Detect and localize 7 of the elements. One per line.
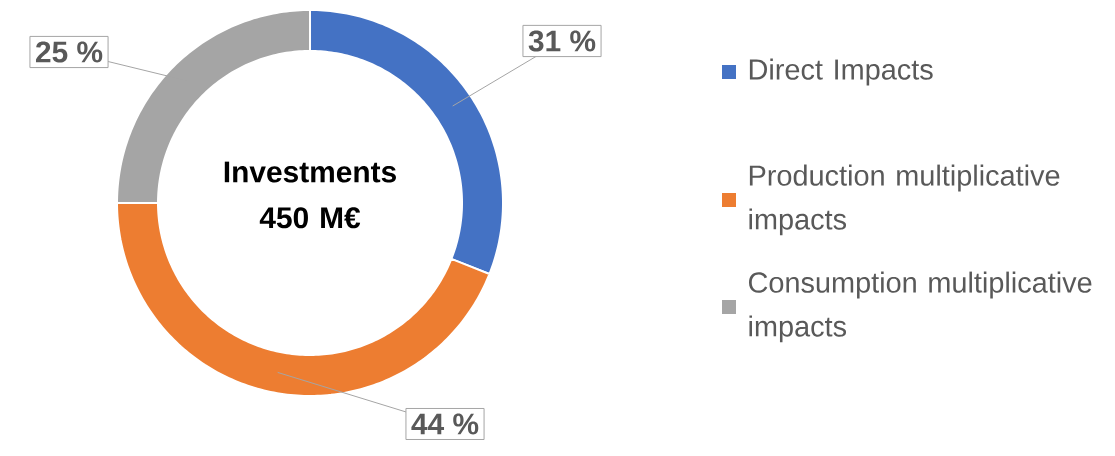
data-label: 44 % — [411, 413, 479, 435]
data-label: 31 % — [528, 30, 596, 52]
data-label: 25 % — [35, 41, 103, 63]
legend-label: Direct Impacts — [749, 58, 933, 86]
legend-label: Consumption multiplicative impacts — [748, 271, 1092, 343]
legend-label: Production multiplicative impacts — [749, 164, 1060, 236]
text: Investments 450 M€ — [224, 161, 396, 229]
